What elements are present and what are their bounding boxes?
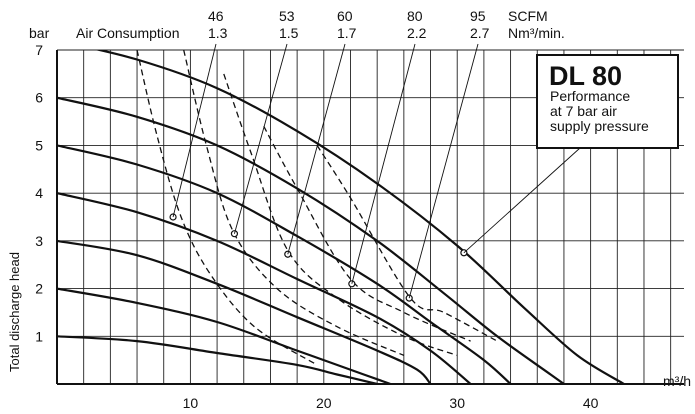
x-tick-label: 30 (449, 395, 465, 411)
air-nm3-1: 1.3 (208, 25, 228, 41)
y-unit-label: bar (29, 25, 50, 41)
air-curve-4 (263, 125, 471, 342)
y-tick-label: 6 (35, 90, 43, 106)
air-scfm-2: 53 (279, 8, 295, 24)
x-tick-label: 40 (583, 395, 599, 411)
leader-line-2 (233, 43, 288, 234)
head-curve-2 (57, 96, 565, 384)
y-tick-label: 3 (35, 233, 43, 249)
subtitle-line-3: supply pressure (550, 118, 649, 134)
head-curve-4 (57, 192, 472, 384)
chart-title: DL 80 (549, 61, 622, 91)
head-curves (57, 50, 625, 384)
y-tick-label: 5 (35, 137, 43, 153)
air-curve-1 (136, 50, 318, 366)
air-nm3-4: 2.2 (407, 25, 427, 41)
air-curve-2 (183, 50, 405, 356)
leader-line-4 (351, 43, 416, 284)
air-nm3-5: 2.7 (470, 25, 490, 41)
leader-line-3 (287, 43, 346, 255)
y-tick-labels: 1 2 3 4 5 6 7 (35, 42, 43, 344)
plot-frame (56, 50, 684, 385)
title-leader-line (463, 147, 581, 254)
subtitle-line-2: at 7 bar air (550, 103, 617, 119)
x-tick-labels: 10 20 30 40 (183, 395, 599, 411)
air-nm3-2: 1.5 (279, 25, 299, 41)
nm3-unit: Nm³/min. (508, 25, 565, 41)
leader-line-5 (408, 43, 479, 299)
y-tick-label: 7 (35, 42, 43, 58)
head-curve-6 (57, 287, 391, 384)
air-curve-3 (223, 73, 458, 357)
air-scfm-4: 80 (407, 8, 423, 24)
head-curve-3 (57, 144, 512, 384)
head-curve-1 (94, 50, 625, 384)
air-scfm-1: 46 (208, 8, 224, 24)
air-scfm-5: 95 (470, 8, 486, 24)
y-tick-label: 1 (35, 328, 43, 344)
y-axis-label: Total discharge head (7, 252, 22, 372)
air-nm3-3: 1.7 (337, 25, 357, 41)
air-scfm-3: 60 (337, 8, 353, 24)
x-axis-unit: m³/h (663, 373, 691, 389)
air-curve-5 (316, 145, 498, 342)
leader-lines (172, 43, 581, 299)
head-curve-7 (57, 335, 378, 384)
x-tick-label: 10 (183, 395, 199, 411)
air-consumption-values: 461.3 531.5 601.7 802.2 952.7 (208, 8, 490, 41)
y-tick-label: 2 (35, 281, 43, 297)
x-tick-label: 20 (316, 395, 332, 411)
y-tick-label: 4 (35, 185, 43, 201)
head-curve-5 (57, 239, 432, 384)
leader-line-1 (172, 43, 217, 218)
subtitle-line-1: Performance (550, 88, 630, 104)
title-box: DL 80 Performance at 7 bar air supply pr… (536, 54, 679, 149)
scfm-unit: SCFM (508, 8, 548, 24)
air-consumption-curves (136, 50, 498, 366)
air-consumption-label: Air Consumption (76, 25, 180, 41)
title-box-frame (536, 54, 679, 149)
curve-marker-3 (284, 250, 292, 258)
